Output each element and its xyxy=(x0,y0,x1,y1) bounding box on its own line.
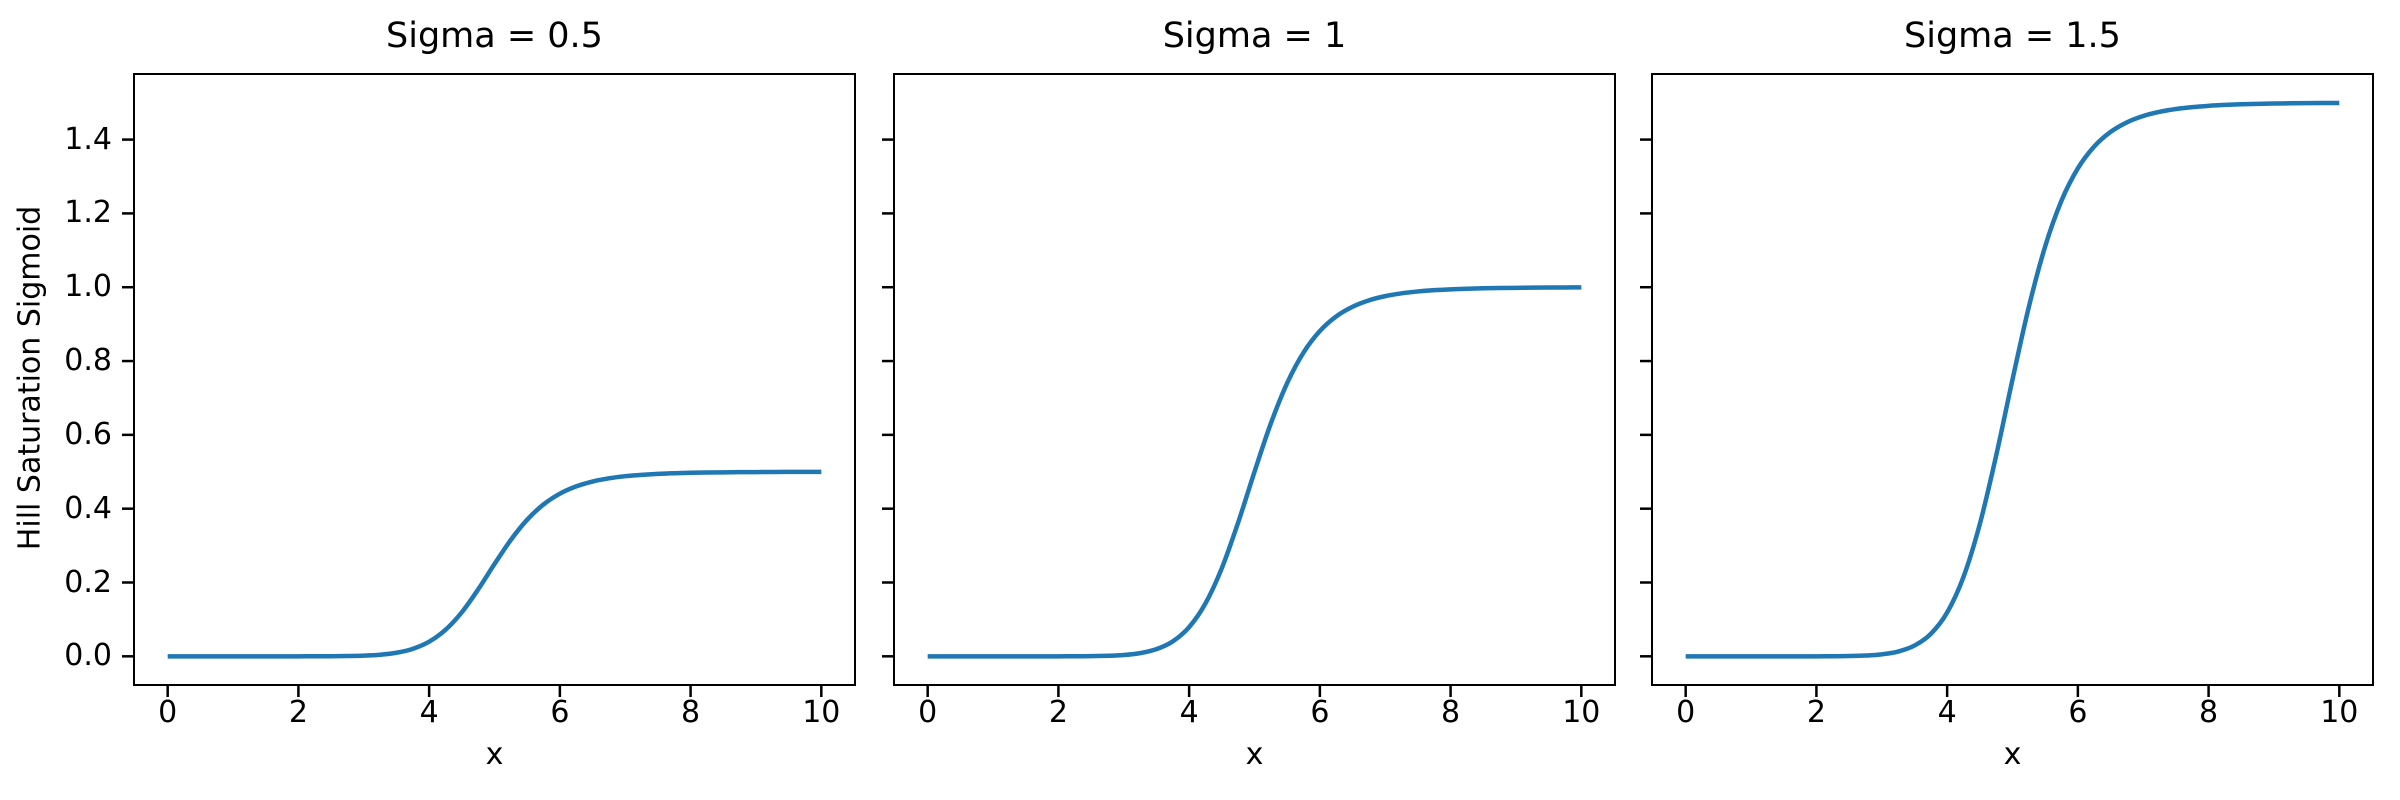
plot-area xyxy=(122,138,823,697)
x-tick-label: 6 xyxy=(550,695,570,730)
subplot-title: Sigma = 1.5 xyxy=(1904,16,2121,56)
plot-area xyxy=(882,138,1583,697)
x-axis-label: x xyxy=(1245,737,1264,772)
x-tick-label: 8 xyxy=(1441,695,1461,730)
x-tick-label: 0 xyxy=(918,695,938,730)
x-tick-label: 0 xyxy=(1676,695,1696,730)
y-tick-label: 1.0 xyxy=(64,269,112,305)
x-tick-label: 4 xyxy=(419,695,439,730)
subplot-sigma-0-5: Sigma = 0.5 x 0 2 4 6 8 10 0.0 0.2 0.4 0.6 0.8 1.0 1… xyxy=(64,16,856,772)
x-tick-label: 4 xyxy=(1179,695,1199,730)
x-tick-label: 4 xyxy=(1937,695,1957,730)
plot-area xyxy=(1640,100,2341,697)
x-axis-label: x xyxy=(485,737,504,772)
y-tick-label: 0.4 xyxy=(64,490,112,526)
y-tick-label: 0.8 xyxy=(64,343,112,379)
x-tick-label: 8 xyxy=(2199,695,2219,730)
x-tick-label: 2 xyxy=(1806,695,1826,730)
y-tick-label: 1.4 xyxy=(64,121,112,157)
y-tick-label: 0.2 xyxy=(64,564,112,600)
x-tick-label: 10 xyxy=(2320,695,2359,730)
sigmoid-curve xyxy=(1685,100,2340,659)
x-tick-label: 6 xyxy=(2068,695,2088,730)
subplot-sigma-1-5: Sigma = 1.5 x 0 2 4 6 8 10 xyxy=(1640,16,2374,772)
subplot-sigma-1: Sigma = 1 x 0 2 4 6 8 10 xyxy=(882,16,1616,772)
subplot-title: Sigma = 0.5 xyxy=(386,16,603,56)
x-tick-label: 0 xyxy=(158,695,178,730)
x-tick-label: 2 xyxy=(288,695,308,730)
y-tick-label: 0.0 xyxy=(64,638,112,674)
x-tick-label: 6 xyxy=(1310,695,1330,730)
subplot-title: Sigma = 1 xyxy=(1162,16,1347,56)
x-tick-label: 10 xyxy=(1562,695,1601,730)
x-tick-label: 2 xyxy=(1048,695,1068,730)
x-tick-label: 8 xyxy=(681,695,701,730)
y-tick-label: 1.2 xyxy=(64,195,112,231)
x-axis-label: x xyxy=(2003,737,2022,772)
y-tick-label: 0.6 xyxy=(64,416,112,452)
x-tick-label: 10 xyxy=(802,695,841,730)
sigmoid-curve xyxy=(927,285,1582,659)
sigmoid-curve xyxy=(167,469,822,659)
